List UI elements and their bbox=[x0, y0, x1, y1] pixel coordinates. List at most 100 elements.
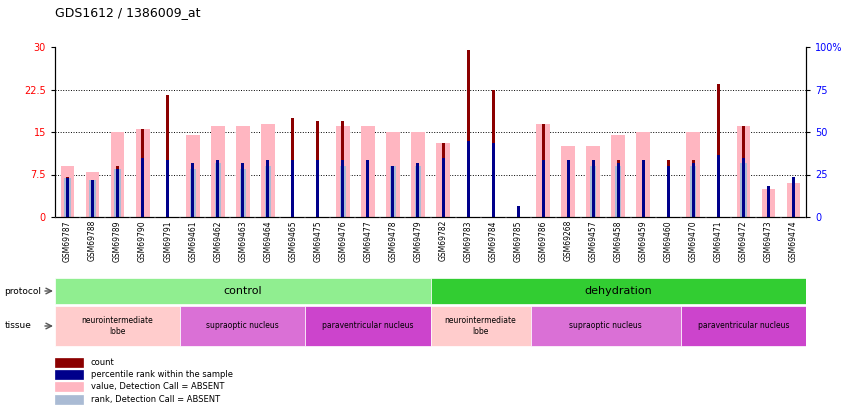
Bar bbox=[61, 166, 74, 217]
Text: GSM69789: GSM69789 bbox=[113, 220, 122, 262]
Text: GSM69464: GSM69464 bbox=[263, 220, 272, 262]
FancyBboxPatch shape bbox=[55, 277, 431, 305]
Bar bbox=[767, 194, 770, 217]
Text: GSM69465: GSM69465 bbox=[288, 220, 297, 262]
Bar bbox=[442, 158, 444, 217]
Text: GSM69462: GSM69462 bbox=[213, 220, 222, 262]
Bar bbox=[366, 160, 370, 217]
FancyBboxPatch shape bbox=[431, 277, 806, 305]
Bar bbox=[667, 166, 670, 217]
Bar bbox=[366, 160, 370, 217]
Text: GSM69786: GSM69786 bbox=[539, 220, 547, 262]
Bar bbox=[517, 214, 519, 217]
Bar bbox=[111, 132, 124, 217]
Bar bbox=[437, 143, 450, 217]
Bar bbox=[135, 129, 150, 217]
Bar bbox=[316, 121, 319, 217]
Text: GSM69459: GSM69459 bbox=[639, 220, 648, 262]
Bar bbox=[642, 160, 645, 217]
Text: GDS1612 / 1386009_at: GDS1612 / 1386009_at bbox=[55, 6, 201, 19]
Bar bbox=[411, 132, 425, 217]
Text: GSM69474: GSM69474 bbox=[789, 220, 798, 262]
Bar bbox=[717, 84, 720, 217]
Bar bbox=[215, 163, 221, 217]
Text: GSM69782: GSM69782 bbox=[438, 220, 448, 261]
Bar bbox=[742, 126, 745, 217]
Bar bbox=[265, 166, 271, 217]
FancyBboxPatch shape bbox=[431, 306, 530, 346]
Text: protocol: protocol bbox=[4, 286, 41, 296]
Bar bbox=[567, 160, 569, 217]
Bar bbox=[567, 160, 569, 217]
Text: rank, Detection Call = ABSENT: rank, Detection Call = ABSENT bbox=[91, 394, 220, 404]
Text: control: control bbox=[223, 286, 262, 296]
Text: supraoptic nucleus: supraoptic nucleus bbox=[569, 322, 642, 330]
Bar bbox=[787, 183, 800, 217]
Bar bbox=[217, 166, 219, 217]
Bar bbox=[492, 90, 495, 217]
Bar bbox=[141, 158, 144, 217]
Bar bbox=[792, 177, 795, 217]
Bar bbox=[342, 121, 344, 217]
Text: GSM69477: GSM69477 bbox=[364, 220, 372, 262]
Bar bbox=[386, 132, 400, 217]
Text: percentile rank within the sample: percentile rank within the sample bbox=[91, 370, 233, 379]
Bar bbox=[114, 169, 121, 217]
Bar bbox=[291, 160, 294, 217]
Bar bbox=[55, 370, 83, 379]
Bar bbox=[91, 180, 94, 217]
Text: supraoptic nucleus: supraoptic nucleus bbox=[206, 322, 279, 330]
Bar bbox=[642, 160, 645, 217]
Bar bbox=[217, 160, 219, 217]
Bar bbox=[55, 382, 83, 391]
Bar bbox=[390, 166, 396, 217]
Bar bbox=[91, 180, 94, 217]
Bar bbox=[742, 158, 745, 217]
Bar bbox=[667, 160, 670, 217]
Bar bbox=[190, 169, 195, 217]
Text: GSM69791: GSM69791 bbox=[163, 220, 172, 262]
Bar bbox=[466, 50, 470, 217]
Bar bbox=[442, 143, 444, 217]
Bar bbox=[241, 166, 244, 217]
Bar bbox=[617, 163, 620, 217]
Bar bbox=[266, 160, 269, 217]
Bar bbox=[466, 141, 470, 217]
Bar bbox=[686, 132, 700, 217]
Text: GSM69461: GSM69461 bbox=[188, 220, 197, 262]
Bar bbox=[717, 155, 720, 217]
Bar bbox=[266, 169, 269, 217]
Bar bbox=[66, 177, 69, 217]
Bar bbox=[792, 186, 795, 217]
Bar bbox=[211, 126, 224, 217]
Text: GSM69788: GSM69788 bbox=[88, 220, 97, 261]
Text: GSM69785: GSM69785 bbox=[514, 220, 523, 262]
Bar bbox=[492, 143, 495, 217]
Bar bbox=[415, 166, 421, 217]
Text: value, Detection Call = ABSENT: value, Detection Call = ABSENT bbox=[91, 382, 224, 391]
Text: GSM69268: GSM69268 bbox=[563, 220, 573, 261]
Bar bbox=[261, 124, 275, 217]
Bar bbox=[116, 166, 119, 217]
Bar bbox=[392, 166, 394, 217]
Bar bbox=[166, 160, 169, 217]
Text: count: count bbox=[91, 358, 114, 367]
Bar bbox=[737, 126, 750, 217]
Bar bbox=[517, 206, 519, 217]
FancyBboxPatch shape bbox=[530, 306, 681, 346]
Bar bbox=[90, 180, 96, 217]
Text: GSM69457: GSM69457 bbox=[589, 220, 598, 262]
Bar bbox=[141, 129, 144, 217]
Text: GSM69479: GSM69479 bbox=[414, 220, 422, 262]
Text: GSM69790: GSM69790 bbox=[138, 220, 147, 262]
Text: paraventricular nucleus: paraventricular nucleus bbox=[322, 322, 414, 330]
Bar bbox=[541, 124, 545, 217]
Bar bbox=[191, 163, 195, 217]
Text: GSM69458: GSM69458 bbox=[613, 220, 623, 262]
Text: GSM69463: GSM69463 bbox=[239, 220, 247, 262]
Bar bbox=[690, 166, 696, 217]
Bar bbox=[66, 179, 69, 217]
Text: tissue: tissue bbox=[4, 322, 31, 330]
Bar bbox=[392, 166, 394, 217]
Bar bbox=[64, 179, 71, 217]
